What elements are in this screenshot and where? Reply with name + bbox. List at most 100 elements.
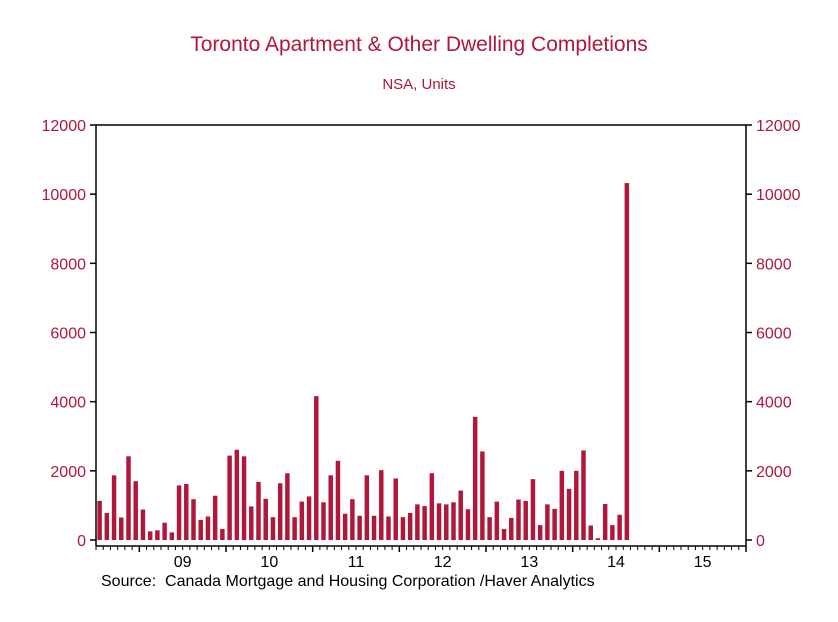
bar	[516, 499, 521, 540]
y-tick-label-right: 8000	[756, 256, 792, 273]
bar	[191, 499, 196, 540]
y-tick-label-left: 4000	[50, 395, 86, 412]
bar	[328, 475, 333, 540]
tick-labels: 0 0 2000 2000 4000 4000 6000 6000 8000 8000 10000 1…	[42, 118, 801, 571]
bar	[530, 479, 536, 540]
x-tick-label: 13	[520, 554, 538, 571]
bar	[270, 517, 276, 540]
y-tick-label-left: 6000	[50, 326, 86, 343]
bar	[429, 473, 435, 540]
bar	[133, 481, 138, 540]
y-tick-label-left: 8000	[50, 256, 86, 273]
bar	[241, 456, 247, 540]
bar	[480, 451, 485, 540]
bar	[205, 516, 211, 540]
bar	[400, 517, 406, 540]
y-tick-label-left: 12000	[42, 118, 87, 135]
bar	[155, 530, 160, 540]
bar	[624, 183, 630, 540]
bar	[119, 517, 124, 540]
x-tick-label: 10	[260, 554, 278, 571]
bar	[386, 516, 391, 540]
x-tick-label: 15	[694, 554, 712, 571]
chart-title: Toronto Apartment & Other Dwelling Compl…	[190, 33, 648, 56]
bar	[494, 501, 500, 540]
bar	[314, 396, 319, 540]
bar	[379, 470, 384, 540]
bar	[220, 528, 225, 540]
source-note: Source: Canada Mortgage and Housing Corp…	[101, 573, 595, 590]
bar	[610, 525, 615, 540]
bar	[198, 519, 203, 540]
x-tick-label: 14	[607, 554, 625, 571]
bar	[588, 525, 593, 540]
bar	[501, 528, 507, 540]
bar	[559, 470, 565, 540]
x-tick-label: 11	[348, 554, 365, 571]
axes	[90, 124, 752, 552]
bar	[422, 506, 427, 540]
bar	[472, 416, 478, 540]
bar	[263, 498, 268, 540]
bar	[407, 513, 413, 540]
bar	[306, 496, 312, 540]
bar	[444, 504, 449, 540]
bar	[147, 531, 153, 540]
x-tick-label: 12	[434, 554, 452, 571]
bar	[545, 504, 550, 540]
bar	[104, 513, 110, 540]
bar	[364, 475, 370, 540]
bar	[227, 455, 232, 540]
bar	[371, 515, 377, 540]
bar	[465, 509, 471, 540]
bar	[111, 475, 117, 540]
bar	[277, 483, 283, 540]
bar	[256, 481, 261, 540]
bar	[335, 460, 341, 540]
bar	[126, 456, 131, 540]
bar	[357, 515, 362, 540]
bar	[458, 490, 463, 540]
bar	[451, 502, 456, 540]
y-tick-label-left: 2000	[50, 464, 86, 481]
bar	[321, 502, 326, 540]
bar	[162, 522, 167, 540]
y-tick-label-right: 4000	[756, 395, 792, 412]
bar	[393, 478, 398, 540]
bar	[140, 509, 146, 540]
y-tick-label-right: 0	[756, 533, 765, 550]
bar	[285, 473, 290, 540]
bar	[342, 513, 348, 540]
bar	[176, 485, 182, 540]
bar	[566, 488, 572, 540]
bar	[574, 470, 579, 540]
bar	[487, 517, 492, 540]
bar	[523, 500, 528, 540]
bar	[415, 504, 420, 540]
y-tick-label-right: 2000	[756, 464, 792, 481]
bar	[436, 503, 442, 540]
chart-subtitle: NSA, Units	[382, 76, 456, 93]
bar	[212, 495, 218, 540]
x-tick-label: 09	[174, 554, 192, 571]
bar	[299, 501, 305, 540]
y-tick-label-right: 6000	[756, 326, 792, 343]
bar	[552, 508, 557, 540]
bar	[97, 500, 102, 540]
bar	[234, 449, 240, 540]
bar	[602, 504, 608, 540]
bar	[249, 506, 254, 540]
bar	[184, 483, 189, 540]
bar	[581, 450, 586, 540]
y-tick-label-left: 0	[77, 533, 86, 550]
bar	[509, 517, 514, 540]
y-tick-label-left: 10000	[42, 187, 87, 204]
bar	[292, 517, 297, 540]
bar	[595, 538, 601, 540]
bars	[97, 183, 630, 540]
y-tick-label-right: 10000	[756, 187, 801, 204]
y-tick-label-right: 12000	[756, 118, 801, 135]
bar	[617, 514, 622, 540]
bar	[537, 525, 543, 540]
